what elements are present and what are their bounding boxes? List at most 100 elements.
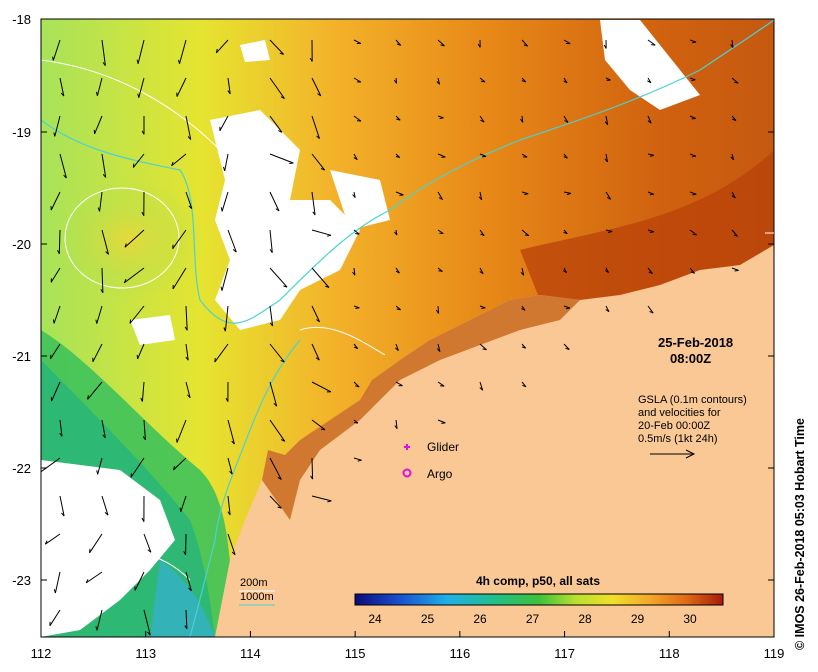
velocity-arrowhead [220, 286, 223, 291]
velocity-arrow [269, 495, 282, 509]
velocity-arrow [437, 305, 440, 314]
velocity-arrowhead [141, 517, 145, 522]
velocity-arrow [437, 381, 445, 387]
velocity-arrow [96, 305, 103, 324]
velocity-arrow [59, 495, 65, 517]
velocity-arrowhead [317, 93, 322, 97]
velocity-arrowhead [352, 194, 356, 198]
velocity-arrowhead [136, 59, 139, 64]
velocity-arrowhead [690, 271, 695, 274]
velocity-arrowhead [273, 403, 278, 407]
velocity-arrow [311, 267, 330, 288]
velocity-arrowhead [227, 511, 231, 516]
velocity-arrowhead [178, 59, 180, 64]
velocity-arrowhead [352, 271, 356, 276]
velocity-arrowhead [320, 428, 326, 431]
velocity-arrow [101, 495, 109, 516]
velocity-arrow [138, 77, 145, 98]
velocity-arrow [563, 305, 571, 309]
velocity-arrow [689, 229, 697, 236]
velocity-arrow [647, 191, 655, 195]
velocity-arrowhead [692, 233, 697, 236]
velocity-arrowhead [649, 310, 654, 314]
isobath-200-label: 200m [240, 577, 268, 589]
velocity-arrow [479, 267, 484, 274]
velocity-arrow [353, 381, 360, 388]
x-tick-label: 118 [659, 646, 680, 661]
velocity-arrow [99, 191, 103, 212]
velocity-arrow [269, 39, 284, 55]
velocity-arrowhead [730, 44, 734, 48]
velocity-arrowhead [87, 395, 89, 400]
velocity-arrowhead [565, 347, 570, 350]
velocity-arrow [269, 457, 282, 480]
velocity-arrow [87, 381, 103, 400]
velocity-arrow [227, 533, 236, 555]
velocity-arrowhead [140, 397, 143, 402]
velocity-arrow [171, 153, 187, 167]
velocity-arrowhead [396, 308, 401, 311]
colorbar-tick-label: 29 [631, 612, 645, 626]
isobath-1000m-south [189, 339, 301, 637]
velocity-arrow [269, 115, 283, 133]
velocity-arrow [353, 457, 362, 461]
velocity-arrow [731, 77, 739, 84]
velocity-arrow [563, 343, 570, 350]
velocity-arrow [521, 39, 529, 47]
velocity-arrowhead [105, 251, 109, 255]
copyright-label: © IMOS 26-Feb-2018 05:03 Hobart Time [793, 418, 807, 650]
velocity-arrowhead [280, 96, 285, 99]
velocity-arrowhead [605, 309, 610, 313]
velocity-arrow [479, 229, 485, 236]
velocity-arrow [215, 39, 229, 54]
velocity-arrow [53, 305, 61, 324]
colorbar-tick-label: 25 [421, 612, 435, 626]
velocity-arrowhead [275, 208, 280, 212]
cold-water-patch [150, 560, 215, 637]
velocity-arrowhead [95, 91, 98, 96]
velocity-arrow [101, 267, 104, 293]
velocity-arrow [605, 305, 610, 312]
velocity-arrow [311, 457, 314, 480]
velocity-arrowhead [438, 270, 443, 272]
velocity-arrowhead [141, 130, 145, 135]
velocity-arrowhead [647, 80, 652, 84]
velocity-arrow [143, 609, 151, 636]
velocity-arrow [227, 229, 237, 253]
colorbar-title: 4h comp, p50, all sats [476, 574, 600, 588]
velocity-arrow [59, 153, 67, 179]
velocity-arrowhead [214, 358, 216, 363]
y-tick-label: -21 [12, 349, 31, 364]
colorbar-gradient [354, 593, 724, 606]
velocity-arrow [605, 229, 613, 232]
velocity-arrowhead [147, 549, 152, 553]
velocity-arrow [521, 115, 524, 123]
velocity-arrow [173, 457, 187, 471]
velocity-arrow [479, 381, 484, 391]
glider-marker-icon [404, 444, 410, 450]
velocity-arrowhead [648, 271, 653, 275]
velocity-arrowhead [53, 132, 56, 137]
velocity-arrowhead [353, 157, 358, 161]
velocity-arrowhead [132, 163, 135, 168]
velocity-arrowhead [283, 285, 288, 288]
velocity-arrowhead [59, 432, 63, 437]
land [215, 245, 774, 637]
velocity-arrowhead [325, 285, 330, 288]
velocity-arrowhead [565, 307, 570, 310]
x-tick-label: 117 [554, 646, 575, 661]
velocity-arrow [132, 153, 145, 168]
velocity-arrow [269, 419, 286, 442]
velocity-arrow [269, 381, 278, 407]
x-tick-label: 114 [240, 646, 261, 661]
velocity-arrow [185, 305, 188, 331]
velocity-arrow [59, 419, 63, 437]
velocity-arrowhead [123, 278, 127, 284]
velocity-arrow [605, 153, 608, 162]
velocity-arrowhead [439, 117, 444, 120]
velocity-arrowhead [184, 326, 188, 331]
velocity-arrowhead [394, 425, 398, 429]
velocity-arrowhead [310, 475, 314, 480]
velocity-arrow [221, 267, 229, 291]
velocity-arrowhead [732, 118, 737, 121]
